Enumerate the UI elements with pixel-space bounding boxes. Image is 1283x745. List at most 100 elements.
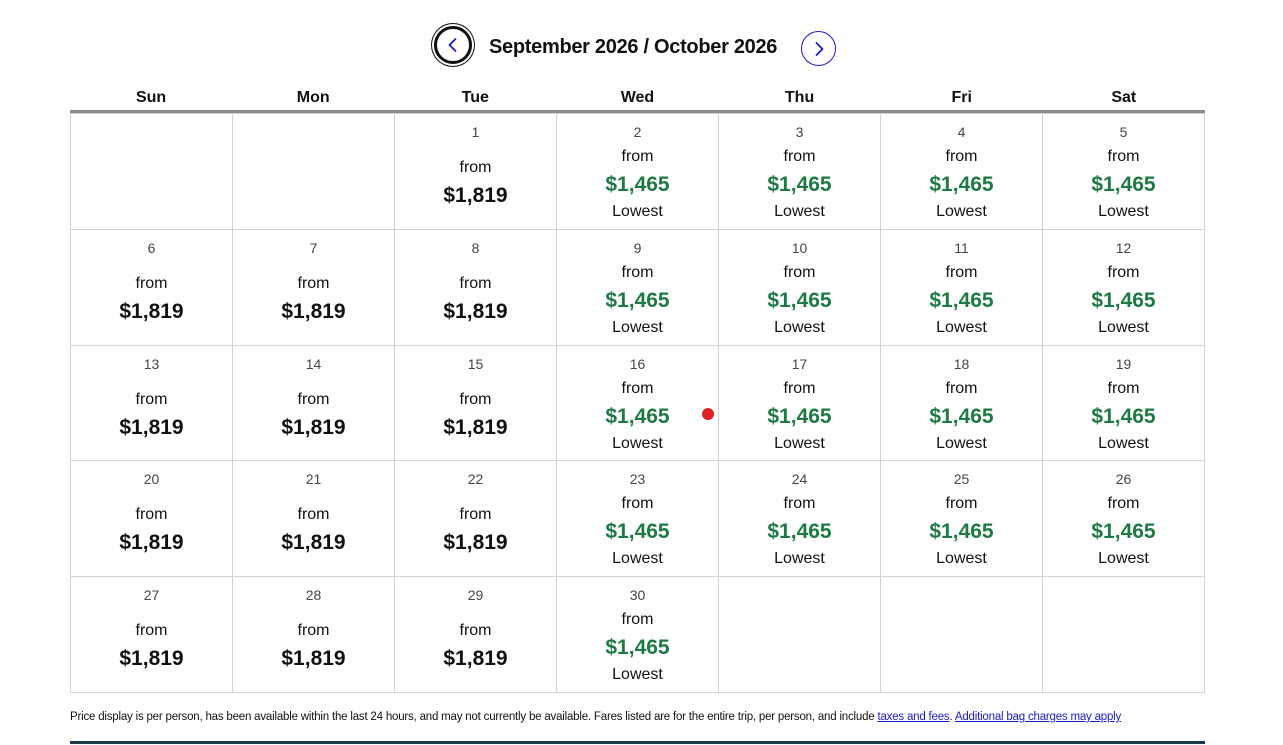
day-cell[interactable]: 10 from $1,465 Lowest [719, 228, 881, 345]
day-cell[interactable]: 20 from $1,819 [71, 460, 233, 577]
next-month-button[interactable] [801, 31, 836, 66]
from-label: from [1107, 495, 1140, 513]
day-cell[interactable]: 9 from $1,465 Lowest [557, 228, 719, 345]
weekday-label: Sat [1111, 89, 1137, 106]
day-cell[interactable]: 30 from $1,465 Lowest [557, 576, 719, 692]
from-label: from [459, 622, 492, 640]
day-cell[interactable]: 18 from $1,465 Lowest [881, 344, 1043, 461]
lowest-badge: Lowest [936, 203, 987, 220]
day-cell[interactable]: 29 from $1,819 [395, 576, 557, 692]
day-number: 28 [305, 587, 322, 604]
day-cell[interactable]: 26 from $1,465 Lowest [1043, 460, 1205, 577]
day-cell[interactable]: 14 from $1,819 [233, 344, 395, 461]
fare-price: $1,819 [119, 531, 184, 555]
from-label: from [621, 495, 654, 513]
weekday-label: Mon [296, 89, 330, 106]
fare-price: $1,819 [443, 184, 508, 207]
fare-price: $1,465 [929, 288, 994, 312]
from-label: from [297, 506, 330, 524]
fare-price: $1,819 [443, 531, 508, 555]
day-cell[interactable]: 17 from $1,465 Lowest [719, 344, 881, 461]
bag-charges-link[interactable]: Additional bag charges may apply [954, 711, 1122, 723]
from-label: from [1107, 148, 1140, 165]
day-number: 12 [1115, 239, 1132, 256]
from-label: from [783, 263, 816, 281]
day-cell[interactable]: 28 from $1,819 [233, 576, 395, 692]
day-number: 20 [143, 471, 160, 488]
day-cell[interactable]: 2 from $1,465 Lowest [557, 113, 719, 229]
day-cell[interactable]: 15 from $1,819 [395, 344, 557, 461]
fare-price: $1,819 [281, 415, 346, 439]
day-number: 15 [467, 355, 484, 372]
from-label: from [135, 390, 168, 408]
from-label: from [945, 379, 978, 397]
day-number: 6 [147, 239, 156, 256]
lowest-badge: Lowest [1098, 203, 1149, 220]
day-cell[interactable]: 27 from $1,819 [71, 576, 233, 692]
from-label: from [945, 495, 978, 513]
day-number: 21 [305, 471, 322, 488]
day-number: 29 [467, 587, 484, 604]
from-label: from [621, 148, 654, 165]
day-cell[interactable]: 11 from $1,465 Lowest [881, 228, 1043, 345]
cursor-indicator-dot [702, 408, 714, 420]
empty-day-cell [1043, 576, 1205, 692]
from-label: from [135, 506, 168, 524]
day-cell[interactable]: 12 from $1,465 Lowest [1043, 228, 1205, 345]
from-label: from [297, 274, 330, 292]
from-label: from [135, 274, 168, 292]
day-number: 13 [143, 355, 160, 372]
fare-price: $1,465 [929, 520, 994, 544]
day-cell[interactable]: 25 from $1,465 Lowest [881, 460, 1043, 577]
day-cell[interactable]: 4 from $1,465 Lowest [881, 113, 1043, 229]
day-number: 30 [629, 587, 646, 604]
fare-price: $1,465 [605, 404, 670, 428]
lowest-badge: Lowest [612, 666, 663, 684]
day-cell[interactable]: 16 from $1,465 Lowest [557, 344, 719, 461]
weekday-divider [70, 110, 1205, 113]
day-cell[interactable]: 23 from $1,465 Lowest [557, 460, 719, 577]
fare-price: $1,465 [605, 173, 670, 196]
day-cell[interactable]: 7 from $1,819 [233, 228, 395, 345]
day-cell[interactable]: 13 from $1,819 [71, 344, 233, 461]
fare-price: $1,465 [1091, 520, 1156, 544]
lowest-badge: Lowest [774, 203, 825, 220]
day-cell[interactable]: 8 from $1,819 [395, 228, 557, 345]
day-cell[interactable]: 21 from $1,819 [233, 460, 395, 577]
from-label: from [783, 148, 816, 165]
fare-price: $1,819 [443, 647, 508, 671]
day-cell[interactable]: 1 from $1,819 [395, 113, 557, 229]
taxes-and-fees-link[interactable]: taxes and fees [877, 711, 950, 723]
fare-price: $1,819 [281, 299, 346, 323]
day-number: 25 [953, 471, 970, 488]
day-number: 4 [957, 124, 966, 140]
day-number: 22 [467, 471, 484, 488]
lowest-badge: Lowest [612, 203, 663, 220]
lowest-badge: Lowest [612, 318, 663, 336]
empty-day-cell [233, 113, 395, 229]
lowest-badge: Lowest [936, 434, 987, 452]
day-cell[interactable]: 22 from $1,819 [395, 460, 557, 577]
disclaimer-separator: . [949, 711, 955, 723]
fare-price: $1,465 [929, 404, 994, 428]
day-cell[interactable]: 19 from $1,465 Lowest [1043, 344, 1205, 461]
fare-price: $1,819 [281, 647, 346, 671]
day-cell[interactable]: 24 from $1,465 Lowest [719, 460, 881, 577]
day-cell[interactable]: 6 from $1,819 [71, 228, 233, 345]
fare-price: $1,465 [929, 173, 994, 196]
weekday-header: Sun Mon Tue Wed Thu Fri Sat [70, 87, 1205, 110]
fare-price: $1,465 [605, 636, 670, 660]
from-label: from [459, 159, 492, 176]
from-label: from [459, 506, 492, 524]
from-label: from [297, 390, 330, 408]
previous-month-button[interactable] [434, 26, 472, 64]
lowest-badge: Lowest [774, 550, 825, 568]
fare-price: $1,465 [767, 288, 832, 312]
day-number: 26 [1115, 471, 1132, 488]
day-number: 19 [1115, 355, 1132, 372]
day-cell[interactable]: 5 from $1,465 Lowest [1043, 113, 1205, 229]
weekday-label: Sun [135, 89, 167, 106]
from-label: from [621, 611, 654, 629]
calendar-grid: 1 from $1,819 2 from $1,465 Lowest 3 from $1,465 L… [70, 113, 1205, 693]
day-cell[interactable]: 3 from $1,465 Lowest [719, 113, 881, 229]
